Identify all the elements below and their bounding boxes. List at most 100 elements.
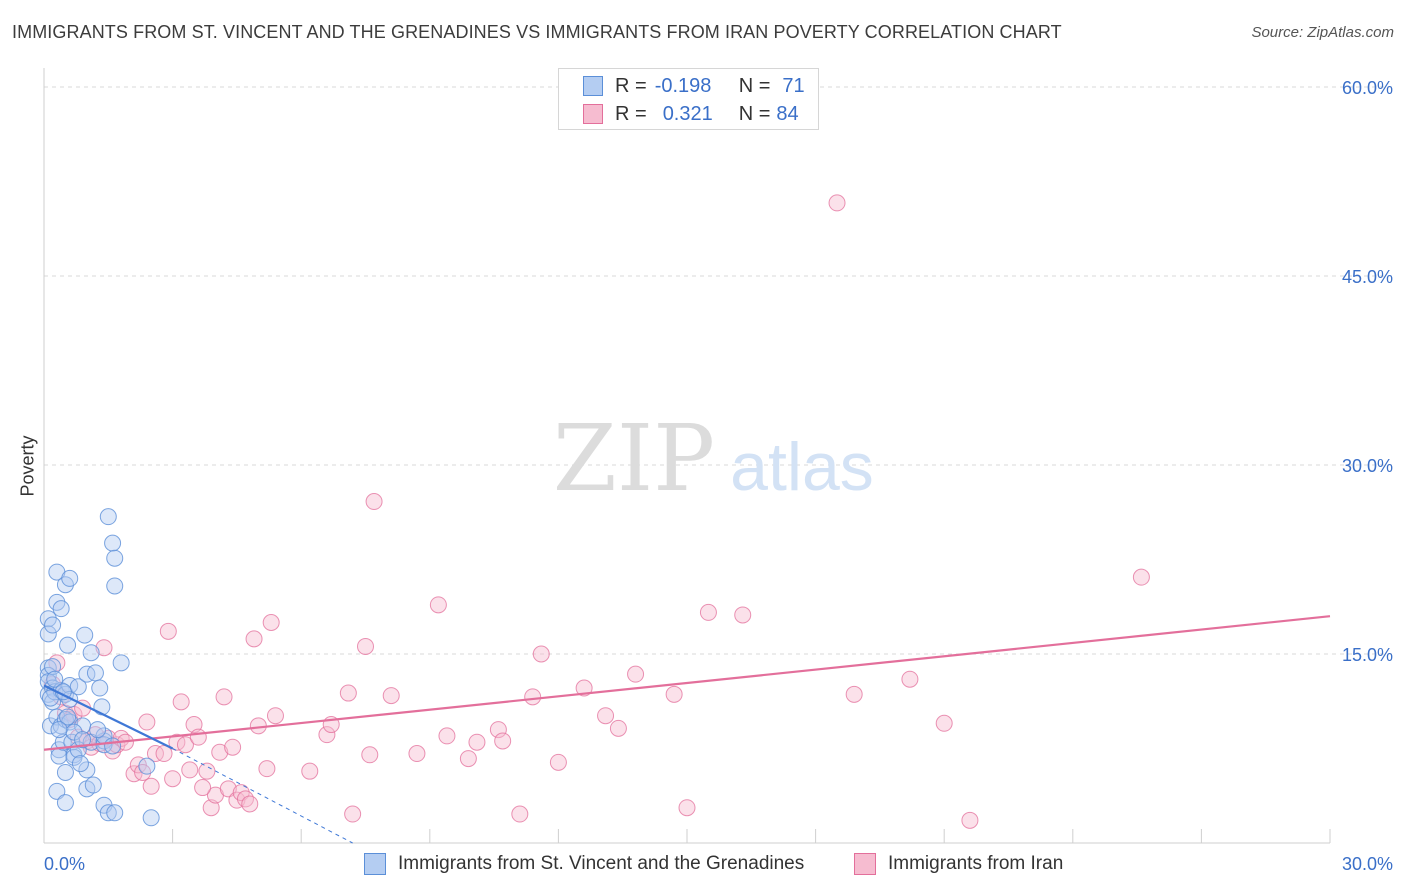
data-point-st-vincent bbox=[91, 679, 109, 697]
data-point-iran bbox=[245, 630, 263, 648]
bottom-legend-label: Immigrants from St. Vincent and the Gren… bbox=[398, 853, 805, 874]
data-point-st-vincent bbox=[106, 577, 124, 595]
data-point-st-vincent bbox=[78, 665, 96, 683]
trend-line-st-vincent bbox=[43, 684, 174, 750]
data-point-iran bbox=[125, 765, 143, 783]
data-point-iran bbox=[194, 779, 212, 797]
legend-swatch-blue bbox=[583, 76, 603, 96]
data-point-iran bbox=[176, 736, 194, 754]
data-point-st-vincent bbox=[104, 737, 122, 755]
x-tick-label: 30.0% bbox=[1342, 854, 1393, 874]
data-point-st-vincent bbox=[52, 600, 70, 618]
tick-labels: 15.0% 30.0% 45.0% 60.0% 0.0% 30.0% bbox=[44, 78, 1393, 874]
data-point-iran bbox=[155, 745, 173, 763]
trend-lines bbox=[43, 615, 1331, 844]
chart-source: Source: ZipAtlas.com bbox=[1251, 24, 1394, 41]
data-point-iran bbox=[339, 684, 357, 702]
data-point-iran bbox=[318, 726, 336, 744]
bottom-legend-series1: Immigrants from St. Vincent and the Gren… bbox=[364, 851, 804, 877]
y-tick-label: 15.0% bbox=[1342, 645, 1393, 665]
y-tick-label: 45.0% bbox=[1342, 267, 1393, 287]
legend-row-series1: R = -0.198 N = 71 bbox=[583, 74, 805, 98]
data-point-iran bbox=[627, 665, 645, 683]
data-point-iran bbox=[301, 762, 319, 780]
data-point-iran bbox=[189, 728, 207, 746]
data-point-st-vincent bbox=[84, 776, 102, 794]
data-point-st-vincent bbox=[48, 782, 66, 800]
data-point-iran bbox=[215, 688, 233, 706]
data-point-iran bbox=[494, 732, 512, 750]
data-point-st-vincent bbox=[44, 658, 62, 676]
data-point-iran bbox=[845, 685, 863, 703]
data-point-iran bbox=[266, 707, 284, 725]
legend-r-label: R = bbox=[615, 102, 647, 125]
data-point-iran bbox=[262, 614, 280, 631]
data-point-iran bbox=[828, 194, 846, 212]
data-point-st-vincent bbox=[138, 757, 156, 775]
chart-title: IMMIGRANTS FROM ST. VINCENT AND THE GREN… bbox=[12, 22, 1062, 42]
legend-r-value: 0.321 bbox=[662, 102, 713, 125]
y-tick-label: 30.0% bbox=[1342, 456, 1393, 476]
x-tick-label: 0.0% bbox=[44, 854, 85, 874]
data-point-iran bbox=[95, 639, 113, 657]
data-point-iran bbox=[382, 687, 400, 705]
trend-line-iran bbox=[43, 615, 1331, 751]
data-point-iran bbox=[524, 688, 542, 706]
data-point-st-vincent bbox=[99, 804, 117, 822]
data-point-iran bbox=[164, 770, 182, 788]
data-point-iran bbox=[365, 493, 383, 511]
data-point-iran bbox=[468, 733, 486, 751]
data-point-iran bbox=[198, 762, 216, 780]
data-point-iran bbox=[361, 746, 379, 764]
y-tick-label: 60.0% bbox=[1342, 78, 1393, 98]
data-point-st-vincent bbox=[106, 549, 124, 567]
data-point-st-vincent bbox=[71, 755, 89, 773]
data-point-iran bbox=[181, 761, 199, 779]
data-point-st-vincent bbox=[106, 804, 124, 822]
data-point-st-vincent bbox=[61, 569, 79, 587]
data-point-st-vincent bbox=[86, 664, 104, 682]
data-point-iran bbox=[438, 727, 456, 745]
watermark-atlas: atlas bbox=[730, 429, 874, 505]
data-point-st-vincent bbox=[59, 708, 77, 726]
data-point-st-vincent bbox=[44, 616, 62, 634]
legend-n-value: 71 bbox=[782, 74, 805, 97]
data-point-iran bbox=[575, 679, 593, 697]
data-point-iran bbox=[185, 716, 203, 734]
data-point-iran bbox=[219, 780, 237, 798]
data-point-iran bbox=[172, 693, 190, 711]
legend-swatch-blue bbox=[364, 853, 386, 875]
data-point-iran bbox=[429, 596, 447, 614]
data-point-iran bbox=[489, 721, 507, 739]
data-point-st-vincent bbox=[112, 654, 130, 672]
data-point-iran bbox=[408, 745, 426, 763]
legend-n-label: N = bbox=[738, 102, 771, 125]
legend-r-label: R = bbox=[615, 74, 647, 97]
data-point-st-vincent bbox=[54, 733, 72, 751]
data-point-st-vincent bbox=[78, 761, 96, 779]
bottom-legend-series2: Immigrants from Iran bbox=[854, 851, 1063, 877]
data-point-st-vincent bbox=[82, 644, 100, 662]
legend-r-value: -0.198 bbox=[654, 74, 712, 97]
data-point-iran bbox=[142, 777, 160, 795]
data-points bbox=[39, 194, 1150, 829]
data-point-st-vincent bbox=[76, 626, 94, 644]
legend-row-series2: R = 0.321 N = 84 bbox=[583, 102, 799, 126]
data-point-st-vincent bbox=[74, 731, 92, 749]
data-point-iran bbox=[699, 603, 717, 621]
data-point-st-vincent bbox=[56, 763, 74, 781]
data-point-iran bbox=[258, 760, 276, 778]
legend-swatch-pink bbox=[583, 104, 603, 124]
bottom-legend-label: Immigrants from Iran bbox=[888, 853, 1064, 874]
data-point-st-vincent bbox=[39, 625, 57, 643]
data-point-st-vincent bbox=[46, 670, 64, 688]
data-point-st-vincent bbox=[61, 677, 79, 694]
data-point-iran bbox=[665, 685, 683, 703]
data-point-st-vincent bbox=[99, 508, 117, 526]
data-point-iran bbox=[901, 670, 919, 688]
trend-extension-st-vincent bbox=[172, 748, 353, 844]
data-point-st-vincent bbox=[93, 698, 111, 716]
watermark: ZIP atlas bbox=[553, 405, 874, 512]
data-point-iran bbox=[159, 622, 177, 640]
data-point-iran bbox=[357, 637, 374, 655]
